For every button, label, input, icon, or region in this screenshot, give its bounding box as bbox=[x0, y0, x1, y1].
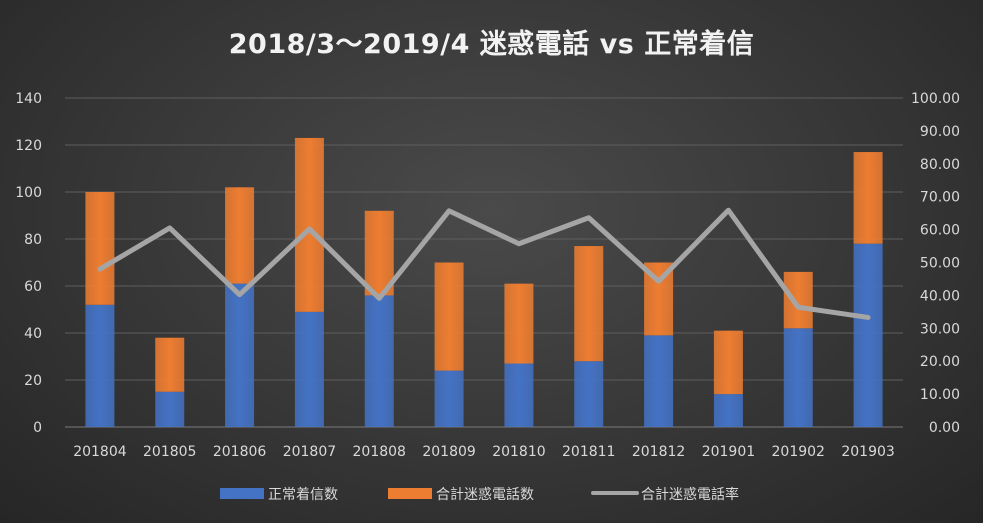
y-left-tick-label: 100 bbox=[15, 185, 42, 201]
bar-nuisance-calls bbox=[294, 137, 324, 312]
legend-label: 正常着信数 bbox=[268, 487, 338, 503]
bar-nuisance-calls bbox=[85, 192, 115, 305]
bar-nuisance-calls bbox=[574, 246, 604, 362]
bar-normal-calls bbox=[713, 394, 743, 427]
y-right-tick-label: 10.00 bbox=[920, 387, 960, 403]
y-left-tick-label: 40 bbox=[24, 326, 42, 342]
bar-normal-calls bbox=[155, 391, 185, 427]
bar-nuisance-calls bbox=[504, 283, 534, 364]
x-tick-label: 201809 bbox=[422, 444, 475, 460]
bar-normal-calls bbox=[85, 304, 115, 427]
bar-normal-calls bbox=[225, 283, 255, 427]
x-tick-label: 201811 bbox=[562, 444, 615, 460]
x-tick-label: 201807 bbox=[283, 444, 336, 460]
y-right-tick-label: 70.00 bbox=[920, 190, 960, 206]
y-right-tick-label: 60.00 bbox=[920, 223, 960, 239]
bar-nuisance-calls bbox=[434, 262, 464, 371]
x-tick-label: 201804 bbox=[73, 444, 127, 460]
y-right-tick-label: 40.00 bbox=[920, 288, 960, 304]
y-right-tick-label: 0.00 bbox=[929, 420, 960, 436]
x-tick-label: 201902 bbox=[772, 444, 825, 460]
y-right-tick-label: 30.00 bbox=[920, 321, 960, 337]
y-left-tick-label: 0 bbox=[33, 420, 42, 436]
x-tick-label: 201805 bbox=[143, 444, 196, 460]
y-left-tick-label: 20 bbox=[24, 373, 42, 389]
y-right-tick-label: 80.00 bbox=[920, 157, 960, 173]
legend-label: 合計迷惑電話数 bbox=[436, 486, 534, 503]
bar-normal-calls bbox=[294, 311, 324, 427]
legend-swatch bbox=[388, 488, 432, 499]
y-left-tick-label: 120 bbox=[15, 138, 42, 154]
y-left-tick-label: 140 bbox=[15, 91, 42, 107]
bar-normal-calls bbox=[364, 295, 394, 427]
x-tick-label: 201806 bbox=[213, 444, 267, 460]
line-nuisance-rate bbox=[97, 207, 871, 320]
y-left-tick-label: 60 bbox=[24, 279, 42, 295]
chart-title: 2018/3～2019/4 迷惑電話 vs 正常着信 bbox=[228, 29, 755, 60]
y-right-tick-label: 90.00 bbox=[920, 124, 960, 140]
bar-nuisance-calls bbox=[783, 271, 813, 329]
legend-label: 合計迷惑電話率 bbox=[641, 486, 739, 503]
bar-nuisance-calls bbox=[225, 187, 255, 284]
bar-normal-calls bbox=[853, 243, 883, 427]
bar-normal-calls bbox=[434, 370, 464, 427]
bar-nuisance-calls bbox=[713, 330, 743, 395]
bar-normal-calls bbox=[504, 363, 534, 427]
x-tick-label: 201812 bbox=[632, 444, 685, 460]
legend-swatch bbox=[220, 488, 264, 499]
bar-nuisance-calls bbox=[364, 210, 394, 296]
bar-nuisance-calls bbox=[155, 337, 185, 392]
bar-normal-calls bbox=[644, 335, 674, 427]
x-tick-label: 201903 bbox=[841, 444, 894, 460]
bar-normal-calls bbox=[574, 361, 604, 427]
x-tick-label: 201810 bbox=[492, 444, 545, 460]
bar-nuisance-calls bbox=[853, 152, 883, 244]
y-right-tick-label: 50.00 bbox=[920, 256, 960, 272]
bar-normal-calls bbox=[783, 328, 813, 427]
x-tick-label: 201808 bbox=[353, 444, 406, 460]
x-tick-label: 201901 bbox=[702, 444, 755, 460]
y-right-tick-label: 20.00 bbox=[920, 354, 960, 370]
y-left-tick-label: 80 bbox=[24, 232, 42, 248]
y-right-tick-label: 100.00 bbox=[911, 91, 960, 107]
